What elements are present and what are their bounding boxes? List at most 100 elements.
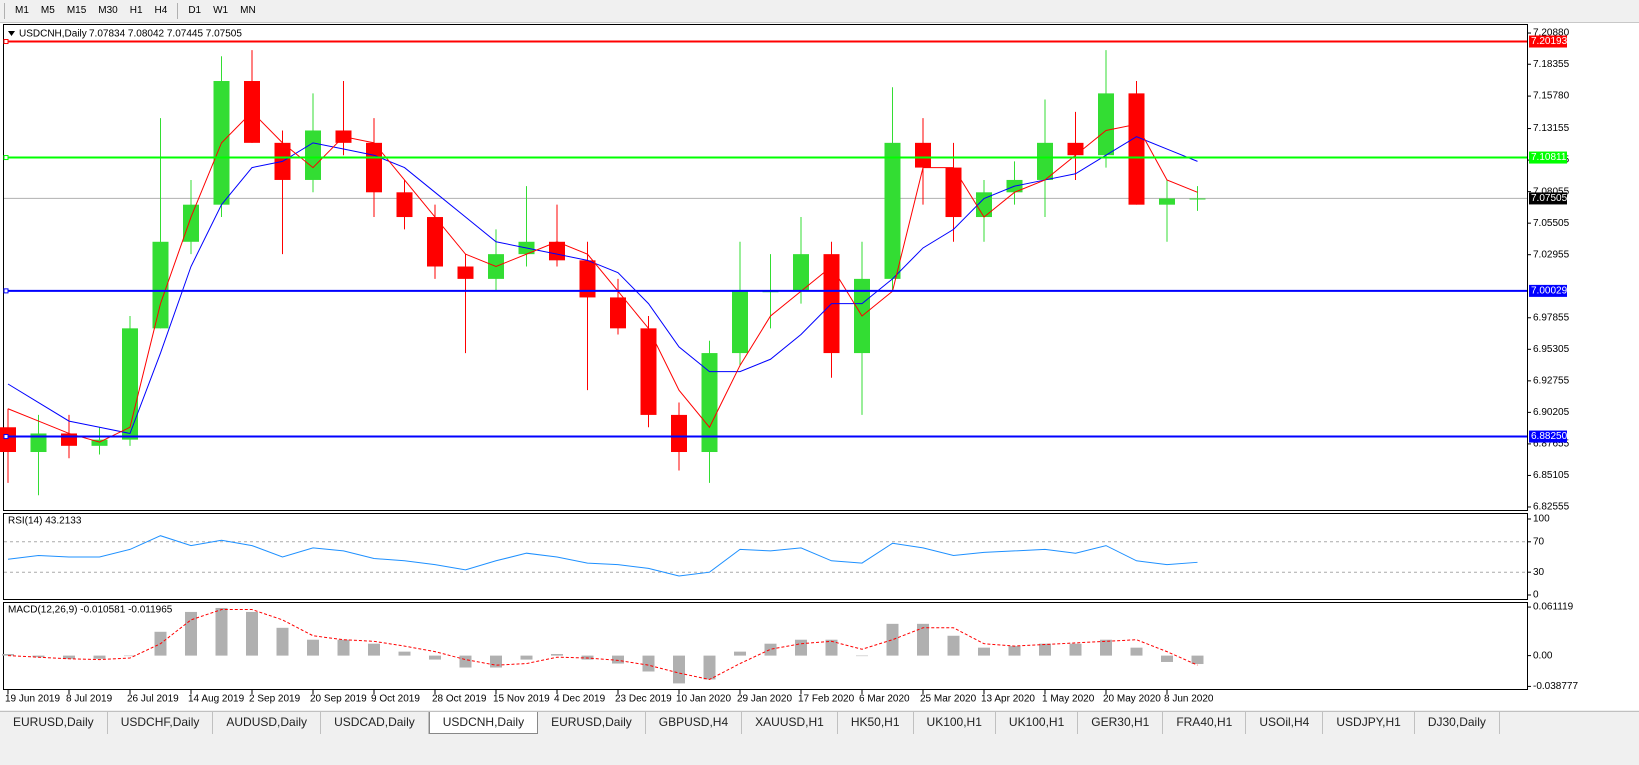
- x-tick-label: 10 Jan 2020: [676, 694, 731, 705]
- x-tick-label: 19 Jun 2019: [5, 694, 60, 705]
- level-handle: [3, 288, 9, 294]
- macd-bar: [276, 627, 289, 656]
- chart-tab[interactable]: USDCAD,Daily: [321, 712, 429, 734]
- macd-bar: [1039, 643, 1051, 656]
- y-tick-label: 7.15780: [1533, 91, 1570, 102]
- x-tick-label: 1 May 2020: [1042, 694, 1095, 705]
- macd-bar: [246, 611, 258, 656]
- macd-bar: [734, 651, 746, 656]
- y-tick-label: 6.92755: [1533, 375, 1570, 386]
- macd-bar: [63, 655, 75, 659]
- candle-body: [1189, 198, 1206, 200]
- rsi-line: [7, 535, 1198, 577]
- macd-bar: [1069, 643, 1082, 656]
- y-tick-label: 7.02955: [1533, 249, 1570, 260]
- timeframe-button[interactable]: M15: [66, 5, 87, 16]
- macd-panel: [3, 602, 1528, 690]
- y-tick-label: -0.038777: [1533, 681, 1578, 692]
- chart-tab[interactable]: UK100,H1: [914, 712, 996, 734]
- timeframe-button[interactable]: H1: [129, 5, 143, 16]
- candle-body: [884, 142, 901, 279]
- timeframe-button[interactable]: D1: [188, 5, 202, 16]
- candle-body: [122, 328, 138, 440]
- candle-body: [671, 414, 687, 453]
- macd-bar: [520, 655, 533, 660]
- candle-body: [91, 439, 108, 446]
- level-label-bg: [1529, 151, 1567, 164]
- y-tick-label: 6.87655: [1533, 439, 1570, 450]
- toolbar-separator: [4, 3, 5, 19]
- y-tick-label: 70: [1533, 536, 1545, 547]
- chart-tab[interactable]: GBPUSD,H4: [646, 712, 743, 734]
- chart-tab[interactable]: DJ30,Daily: [1415, 712, 1500, 734]
- level-label-bg: [1529, 35, 1567, 48]
- x-tick-label: 15 Nov 2019: [493, 694, 550, 705]
- y-tick-label: 6.90205: [1533, 407, 1570, 418]
- candle-body: [549, 241, 565, 261]
- macd-title: MACD(12,26,9) -0.010581 -0.011965: [8, 605, 173, 616]
- level-label: 7.10811: [1531, 152, 1567, 163]
- level-label-bg: [1529, 284, 1567, 297]
- macd-bar: [398, 651, 411, 656]
- candle-body: [183, 204, 199, 242]
- chart-tab[interactable]: AUDUSD,Daily: [213, 712, 322, 734]
- x-tick-label: 23 Dec 2019: [615, 694, 672, 705]
- y-tick-label: 6.85105: [1533, 470, 1570, 481]
- current-price-label: 7.07505: [1531, 193, 1568, 204]
- macd-bar: [307, 639, 319, 656]
- chart-tab[interactable]: USDCHF,Daily: [108, 712, 214, 734]
- level-label-bg: [1529, 430, 1567, 443]
- y-tick-label: 0.061119: [1533, 602, 1574, 613]
- collapse-arrow[interactable]: [8, 31, 15, 36]
- chart-tab[interactable]: EURUSD,Daily: [0, 712, 108, 734]
- macd-bar: [642, 655, 655, 672]
- x-tick-label: 9 Oct 2019: [371, 694, 420, 705]
- x-tick-label: 20 Sep 2019: [310, 694, 367, 705]
- x-tick-label: 26 Jul 2019: [127, 694, 179, 705]
- macd-bar: [185, 611, 197, 656]
- macd-bar: [825, 639, 838, 656]
- chart-tab[interactable]: USDJPY,H1: [1323, 712, 1415, 734]
- chart-tabs: EURUSD,Daily USDCHF,Daily AUDUSD,Daily USDC…: [0, 711, 1639, 734]
- timeframe-button[interactable]: MN: [240, 5, 256, 16]
- candle-body: [457, 266, 474, 279]
- chart-tab[interactable]: XAUUSD,H1: [742, 712, 838, 734]
- timeframe-button[interactable]: W1: [213, 5, 229, 16]
- macd-signal: [7, 609, 1198, 680]
- moving-average: [7, 136, 1198, 435]
- rsi-panel: [3, 513, 1528, 600]
- level-label: 6.88250: [1531, 431, 1568, 442]
- y-tick-label: 7.20880: [1533, 28, 1570, 39]
- timeframe-button[interactable]: M1: [15, 5, 29, 16]
- macd-bar: [429, 655, 441, 660]
- candle-body: [1067, 142, 1084, 156]
- macd-bar: [612, 655, 624, 664]
- timeframe-button[interactable]: M30: [98, 5, 118, 16]
- candle-body: [366, 142, 382, 193]
- macd-bar: [886, 623, 899, 656]
- macd-bar: [856, 655, 868, 657]
- candle-body: [1037, 142, 1053, 180]
- x-tick-label: 6 Mar 2020: [859, 694, 910, 705]
- timeframe-button[interactable]: M5: [40, 5, 55, 16]
- chart-tab[interactable]: USDCNH,Daily: [428, 712, 539, 734]
- y-tick-label: 100: [1533, 514, 1550, 525]
- candle-body: [1159, 198, 1175, 205]
- macd-bar: [215, 607, 228, 656]
- chart-tab[interactable]: FRA40,H1: [1163, 712, 1247, 734]
- ohlc-header: 7.07834 7.08042 7.07445 7.07505: [89, 29, 242, 40]
- price-panel: [3, 24, 1528, 511]
- y-tick-label: 6.95305: [1533, 344, 1570, 355]
- chart-tab[interactable]: GER30,H1: [1078, 712, 1164, 734]
- symbol-title: USDCNH,Daily: [19, 29, 87, 40]
- y-tick-label: 7.08055: [1533, 186, 1570, 197]
- y-tick-label: 6.82555: [1533, 502, 1570, 513]
- timeframe-button[interactable]: H4: [154, 5, 168, 16]
- chart-tab[interactable]: HK50,H1: [838, 712, 914, 734]
- macd-bar: [978, 647, 990, 656]
- timeframe-toolbar: M1 M5 M15 M30 H1 H4 D1 W1 MN: [0, 0, 1639, 23]
- chart-tab[interactable]: EURUSD,Daily: [538, 712, 646, 734]
- chart-tab[interactable]: USOil,H4: [1246, 712, 1324, 734]
- chart-tab[interactable]: UK100,H1: [996, 712, 1079, 734]
- macd-bar: [32, 655, 45, 658]
